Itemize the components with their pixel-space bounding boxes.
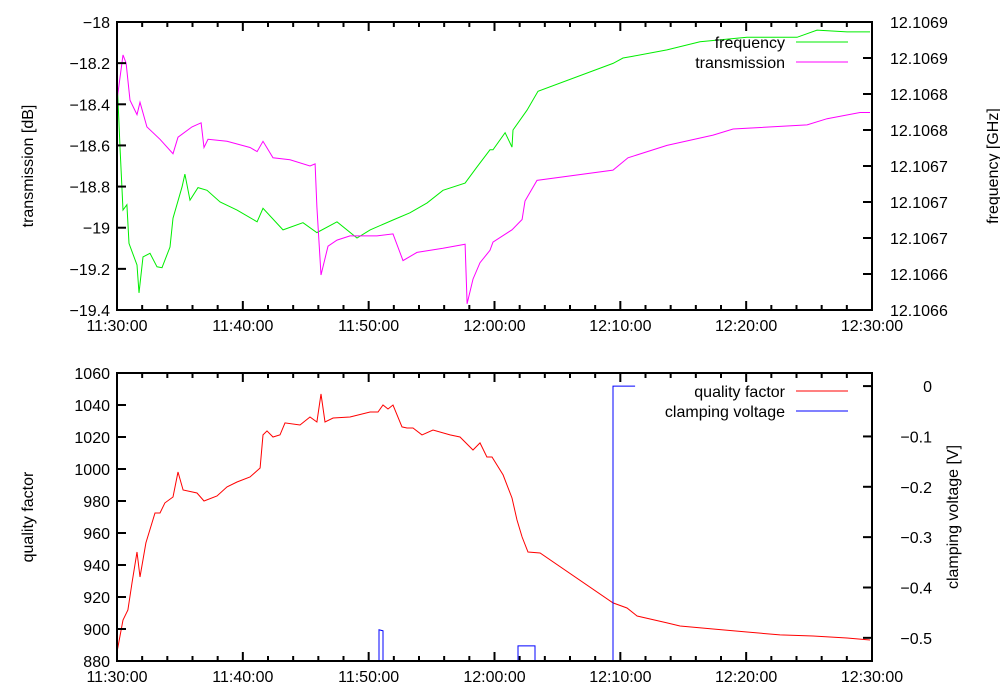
y2-tick-label: 12.1068 bbox=[890, 123, 948, 140]
series-line-transmission bbox=[117, 54, 870, 304]
y2-tick-label: 0 bbox=[923, 379, 932, 396]
x-tick-label: 12:20:00 bbox=[715, 318, 777, 335]
series-line-quality-factor bbox=[117, 393, 871, 653]
y-axis-title: transmission [dB] bbox=[20, 105, 37, 228]
x-tick-label: 12:30:00 bbox=[841, 318, 903, 335]
series-line-frequency bbox=[117, 29, 870, 293]
y2-axis-title: clamping voltage [V] bbox=[945, 445, 962, 589]
x-tick-label: 12:10:00 bbox=[589, 669, 651, 686]
y2-tick-label: 12.1067 bbox=[890, 195, 948, 212]
plot-area bbox=[117, 29, 870, 304]
y-tick-label: 960 bbox=[83, 526, 110, 543]
y2-tick-label: 12.1066 bbox=[890, 267, 948, 284]
y-tick-label: 920 bbox=[83, 590, 110, 607]
y-tick-label: 1000 bbox=[74, 462, 110, 479]
x-tick-label: 12:30:00 bbox=[841, 669, 903, 686]
y2-tick-label: −0.2 bbox=[900, 480, 932, 497]
x-tick-label: 11:40:00 bbox=[212, 669, 273, 686]
y-tick-label: −19.4 bbox=[70, 303, 111, 320]
x-tick-label: 11:30:00 bbox=[86, 318, 147, 335]
y-tick-label: 1040 bbox=[74, 398, 110, 415]
x-tick-label: 12:20:00 bbox=[715, 669, 777, 686]
legend-label: transmission bbox=[695, 55, 785, 72]
y2-tick-label: −0.3 bbox=[900, 530, 932, 547]
y-tick-label: −18.4 bbox=[70, 97, 111, 114]
y2-tick-label: −0.1 bbox=[900, 429, 932, 446]
y-tick-label: −18.8 bbox=[70, 180, 111, 197]
x-tick-label: 11:40:00 bbox=[212, 318, 273, 335]
y2-tick-label: −0.5 bbox=[900, 631, 932, 648]
x-tick-label: 11:50:00 bbox=[338, 669, 399, 686]
y-tick-label: 880 bbox=[83, 654, 110, 671]
y-axis-title: quality factor bbox=[20, 471, 37, 562]
y-tick-label: −18.6 bbox=[70, 138, 111, 155]
x-tick-label: 11:50:00 bbox=[338, 318, 399, 335]
y-tick-label: 1020 bbox=[74, 430, 110, 447]
y2-tick-label: 12.1067 bbox=[890, 231, 948, 248]
top-panel-transmission-frequency: 11:30:00 11:40:00 11:50:00 12:00:00 12:10:00… bbox=[20, 15, 1000, 335]
legend-label: frequency bbox=[715, 35, 785, 52]
bottom-panel-quality-clamping: 11:30:00 11:40:00 11:50:00 12:00:00 12:10:00… bbox=[20, 366, 962, 686]
y2-tick-label: 12.1069 bbox=[890, 51, 948, 68]
y2-tick-label: −0.4 bbox=[900, 580, 932, 597]
plot-area bbox=[117, 385, 871, 661]
x-tick-label: 12:00:00 bbox=[463, 669, 525, 686]
y2-axis-title: frequency [GHz] bbox=[985, 108, 1000, 224]
y2-tick-label: 12.1069 bbox=[890, 15, 948, 32]
y-tick-label: −18.2 bbox=[70, 56, 111, 73]
y2-tick-label: 12.1068 bbox=[890, 87, 948, 104]
series-line-clamping-voltage bbox=[378, 385, 636, 661]
y-tick-label: 900 bbox=[83, 622, 110, 639]
y-tick-label: 980 bbox=[83, 494, 110, 511]
y-tick-label: 1060 bbox=[74, 366, 110, 383]
x-tick-label: 12:00:00 bbox=[463, 318, 525, 335]
y2-tick-label: 12.1066 bbox=[890, 303, 948, 320]
y-tick-label: −19.2 bbox=[70, 262, 111, 279]
legend-label: quality factor bbox=[694, 384, 785, 401]
y-tick-label: −19 bbox=[83, 221, 110, 238]
x-tick-label: 11:30:00 bbox=[86, 669, 147, 686]
x-tick-label: 12:10:00 bbox=[589, 318, 651, 335]
y-tick-label: 940 bbox=[83, 558, 110, 575]
y2-tick-label: 12.1067 bbox=[890, 159, 948, 176]
legend-label: clamping voltage bbox=[665, 404, 785, 421]
y-tick-label: −18 bbox=[83, 15, 110, 32]
